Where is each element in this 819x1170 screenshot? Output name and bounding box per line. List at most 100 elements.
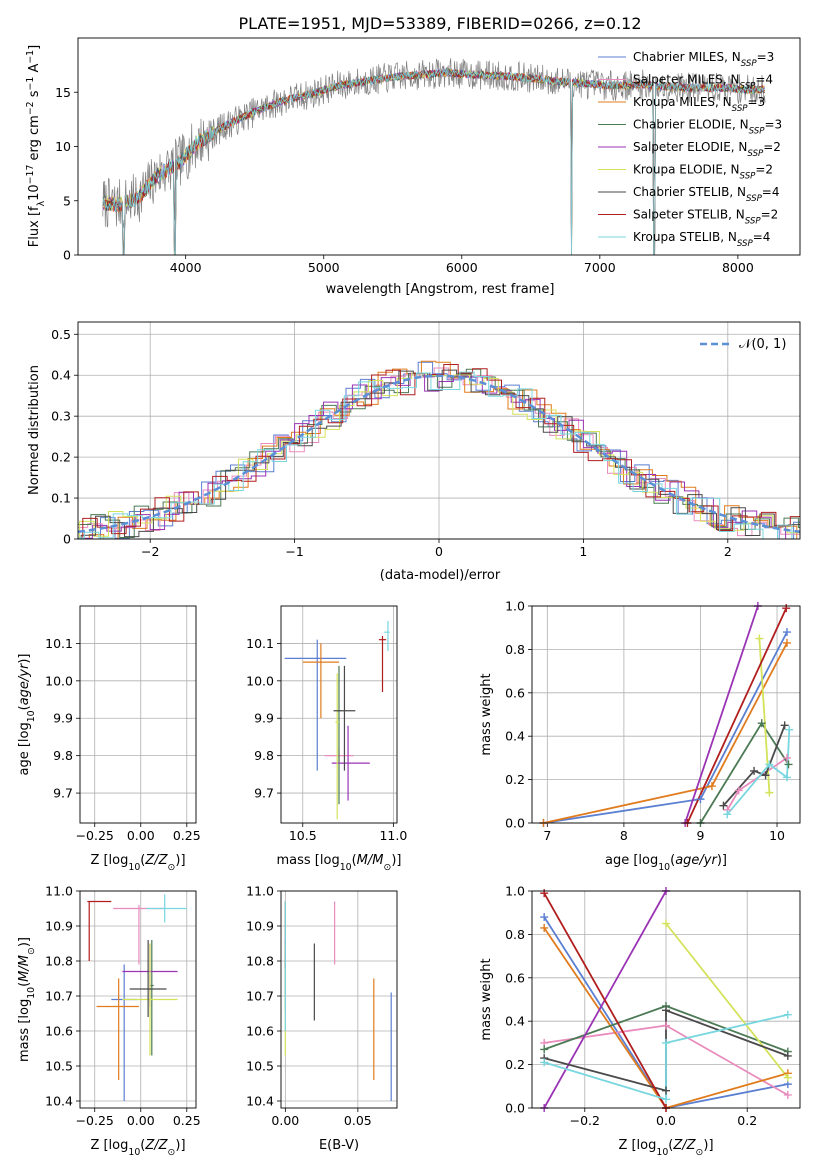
y-tick-label: 10.6 xyxy=(246,1024,274,1039)
y-tick-label: 0 xyxy=(63,532,71,547)
series-marker-2 xyxy=(540,923,549,932)
series-marker-8 xyxy=(765,760,774,769)
x-tick-label: 4000 xyxy=(170,260,202,275)
axes-Z-mass: −0.25 0.00 0.25 10.4 10.5 10.6 10.7 10.8 10.9 11.… xyxy=(17,884,201,1158)
normal-reference-line xyxy=(78,374,800,534)
series-marker-5 xyxy=(662,919,670,928)
series-line-0 xyxy=(543,916,788,1108)
x-tick-label: 5000 xyxy=(308,260,340,275)
x-tick-label: 0.25 xyxy=(173,1113,201,1128)
y-tick-label: 10 xyxy=(55,139,71,154)
series-marker-0 xyxy=(540,913,549,922)
x-tick-label: −0.25 xyxy=(76,828,114,843)
x-axis-label: Z [log10(Z/Z⊙)] xyxy=(90,1138,185,1158)
x-tick-label: 1 xyxy=(579,544,587,559)
y-tick-label: 0.2 xyxy=(505,1057,525,1072)
x-axis-label: Z [log10(Z/Z⊙)] xyxy=(618,1138,713,1158)
x-tick-label: −2 xyxy=(141,544,159,559)
x-tick-label: 11.0 xyxy=(379,828,407,843)
y-tick-label: 0.0 xyxy=(505,816,525,831)
series-line-8 xyxy=(543,1013,789,1101)
y-tick-label: 1.0 xyxy=(505,599,525,614)
legend-entry: Salpeter MILES, NSSP=4 xyxy=(633,73,773,92)
series-marker-2 xyxy=(707,782,716,791)
y-tick-label: 10.5 xyxy=(246,1059,274,1074)
y-tick-label: 10.9 xyxy=(246,919,274,934)
y-tick-label: 0.5 xyxy=(51,327,71,342)
series-line-8 xyxy=(726,729,791,815)
axes-Z-massweight: −0.2 0.0 0.2 0.0 0.2 0.4 0.6 0.8 1.0 Z [log10(Z/Z… xyxy=(479,884,801,1158)
x-axis-label: wavelength [Angstrom, rest frame] xyxy=(326,282,555,297)
plot-area xyxy=(543,606,791,823)
x-axis-label: age [log10(age/yr)] xyxy=(605,853,727,873)
x-axis-label: mass [log10(M/M⊙)] xyxy=(277,853,402,873)
series-marker-0 xyxy=(782,628,791,637)
series-marker-8 xyxy=(662,1038,670,1047)
y-tick-label: 10.6 xyxy=(45,1024,73,1039)
y-tick-label: 0.4 xyxy=(51,368,71,383)
y-tick-label: 0.3 xyxy=(51,409,71,424)
x-tick-label: 9 xyxy=(696,828,704,843)
legend-entry: Salpeter STELIB, NSSP=2 xyxy=(633,208,778,227)
x-tick-label: 7000 xyxy=(584,260,616,275)
series-marker-6 xyxy=(719,801,728,810)
x-tick-label: 0.00 xyxy=(271,1113,299,1128)
series-marker-5 xyxy=(755,634,764,643)
y-axis-label: mass weight xyxy=(479,673,494,755)
y-tick-label: 0.4 xyxy=(505,729,525,744)
series-line-4 xyxy=(684,606,759,823)
legend: Chabrier MILES, NSSP=3 Salpeter MILES, NS… xyxy=(598,50,782,249)
axes-residuals: −2 −1 0 1 2 0 0.1 0.2 0.3 0.4 0.5 (data-model)/erro… xyxy=(27,321,801,583)
axes-age-massweight: 7 8 9 10 0.0 0.2 0.4 0.6 0.8 1.0 age [log10(age/yr… xyxy=(479,599,801,873)
series-marker-8 xyxy=(783,1010,792,1019)
y-tick-label: 0.4 xyxy=(505,1014,525,1029)
y-tick-label: 5 xyxy=(63,193,71,208)
figure-title: PLATE=1951, MJD=53389, FIBERID=0266, z=0… xyxy=(238,14,641,33)
y-tick-label: 0.2 xyxy=(51,450,71,465)
x-tick-label: 0.0 xyxy=(656,1113,676,1128)
series-marker-0 xyxy=(696,795,705,804)
x-tick-label: 0 xyxy=(435,544,443,559)
axes-frame xyxy=(280,890,398,1109)
x-tick-label: 2 xyxy=(724,544,732,559)
y-tick-label: 0.2 xyxy=(505,772,525,787)
x-tick-label: 10.5 xyxy=(289,828,317,843)
y-tick-label: 10.8 xyxy=(246,954,274,969)
series-marker-7 xyxy=(782,604,791,613)
series-line-0 xyxy=(543,631,788,823)
series-marker-8 xyxy=(723,810,732,819)
series-marker-1 xyxy=(734,786,743,795)
y-tick-label: 10.9 xyxy=(45,919,73,934)
series-marker-8 xyxy=(782,773,791,782)
series-marker-8 xyxy=(662,1095,670,1104)
legend-entry: Chabrier ELODIE, NSSP=3 xyxy=(633,118,782,137)
series-line-2 xyxy=(543,642,788,823)
y-tick-label: 0.8 xyxy=(505,927,525,942)
x-tick-label: 0.25 xyxy=(173,828,201,843)
y-axis-label: mass [log10(M/M⊙)] xyxy=(17,937,37,1062)
y-tick-label: 0.8 xyxy=(505,642,525,657)
legend-entry: Salpeter ELODIE, NSSP=2 xyxy=(633,140,781,159)
plot-area xyxy=(284,620,390,820)
series-marker-3 xyxy=(540,1045,549,1054)
x-tick-label: −1 xyxy=(285,544,303,559)
y-tick-label: 15 xyxy=(55,85,71,100)
y-tick-label: 0.6 xyxy=(505,970,525,985)
x-tick-label: 0.00 xyxy=(127,1113,155,1128)
x-tick-label: 8 xyxy=(620,828,628,843)
y-tick-label: 10.8 xyxy=(45,954,73,969)
plot-area xyxy=(78,360,800,539)
legend-entry: Chabrier STELIB, NSSP=4 xyxy=(633,185,780,204)
model-line-7 xyxy=(102,69,765,255)
model-line-8 xyxy=(102,68,765,255)
x-tick-label: 6000 xyxy=(446,260,478,275)
plot-area xyxy=(87,621,186,812)
x-tick-label: 0.00 xyxy=(127,828,155,843)
series-marker-1 xyxy=(662,1021,670,1030)
series-line-7 xyxy=(543,892,667,1108)
series-line-2 xyxy=(543,927,789,1108)
axes-frame xyxy=(531,605,801,824)
legend-entry: Kroupa ELODIE, NSSP=2 xyxy=(633,163,773,182)
axes-frame xyxy=(531,890,801,1109)
series-marker-7 xyxy=(540,889,549,898)
